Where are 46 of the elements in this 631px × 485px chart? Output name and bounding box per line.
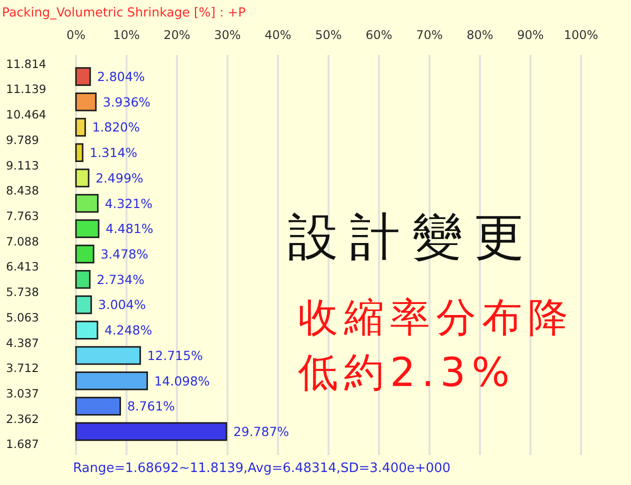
y-tick-label: 10.464 [6, 108, 46, 122]
data-label: 3.936% [102, 94, 151, 110]
x-tick-label: 50% [315, 28, 342, 42]
data-label: 2.499% [96, 170, 144, 186]
chart-title: Packing_Volumetric Shrinkage [%] : +P [2, 4, 246, 20]
y-tick-label: 11.814 [6, 56, 46, 71]
text: Range=1.68692~11.8139,Avg=6.48314,SD=3.400e+000 [73, 461, 451, 477]
x-tick-label: 0% [66, 28, 86, 42]
annotation: 收縮率分布降低約2.3% [298, 294, 575, 398]
y-tick-label: 3.037 [6, 386, 39, 401]
y-tick-label: 2.362 [6, 412, 39, 426]
x-tick-label: 10% [113, 28, 140, 42]
data-label: 3.004% [98, 297, 146, 312]
y-tick-label: 1.687 [6, 437, 39, 452]
y-tick-label: 8.438 [6, 184, 39, 198]
y-tick-label: 5.738 [6, 285, 39, 300]
data-label: 1.820% [92, 120, 140, 135]
x-tick-label: 90% [517, 28, 544, 42]
data-label: 12.715% [147, 348, 203, 363]
x-tick-label: 40% [264, 28, 292, 42]
x-tick-label: 30% [214, 28, 241, 42]
x-tick-label: 80% [466, 28, 494, 42]
data-label: 4.321% [104, 196, 153, 211]
data-label: 2.804% [97, 69, 145, 84]
y-tick-label: 3.712 [6, 361, 39, 376]
y-tick-label: 6.413 [6, 260, 39, 274]
x-tick-label: 20% [164, 28, 190, 42]
x-tick-label: 70% [416, 28, 443, 42]
data-label: 14.098% [154, 373, 210, 388]
data-label: 29.787% [233, 424, 290, 440]
y-tick-label: 9.113 [6, 158, 39, 172]
y-tick-label: 4.387 [6, 336, 39, 350]
y-tick-label: 7.088 [6, 234, 39, 248]
data-label: 2.734% [96, 272, 145, 287]
data-label: 1.314% [90, 145, 138, 160]
data-label: 4.248% [104, 322, 152, 338]
y-tick-label: 11.139 [6, 82, 46, 96]
y-tick-label: 7.763 [6, 209, 39, 224]
y-tick-label: 9.789 [6, 132, 39, 147]
x-tick-label: 60% [366, 28, 392, 42]
annotation: 設計變更 [288, 208, 536, 266]
data-label: 8.761% [127, 398, 176, 414]
data-label: 4.481% [106, 221, 154, 236]
y-tick-label: 5.063 [6, 310, 39, 324]
x-tick-label: 100% [564, 28, 598, 42]
data-label: 3.478% [100, 246, 148, 262]
